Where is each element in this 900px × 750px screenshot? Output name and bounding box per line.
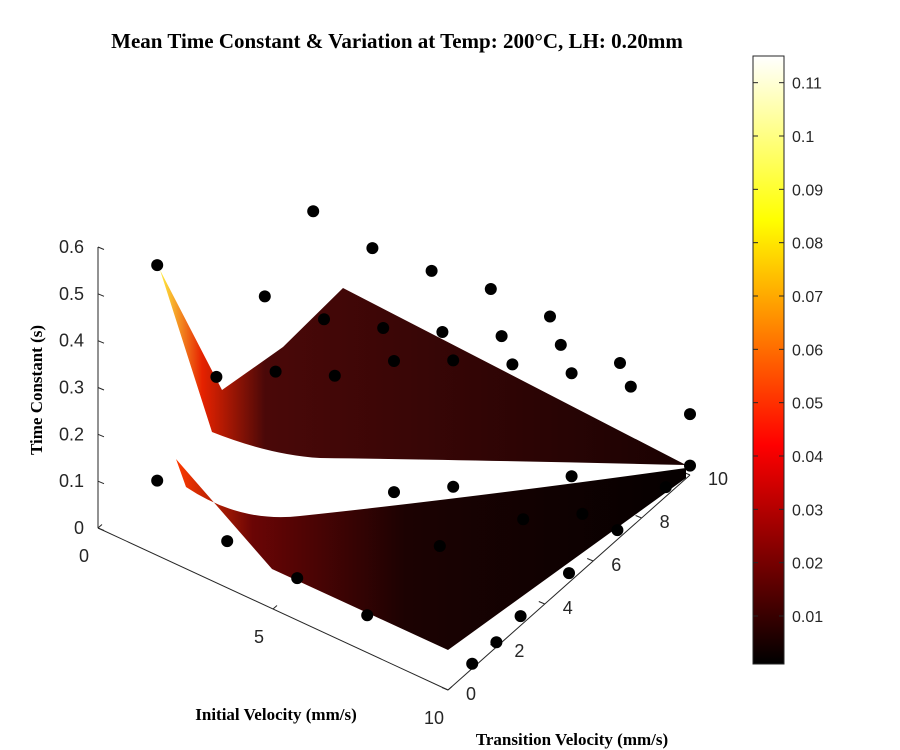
variation-point xyxy=(490,636,503,649)
variation-point xyxy=(576,507,589,520)
y-axis-line xyxy=(447,474,691,691)
x-tick-mark xyxy=(97,524,103,529)
variation-surface xyxy=(176,459,686,650)
mean-surface xyxy=(160,270,686,465)
y-tick-label: 8 xyxy=(660,512,670,532)
variation-point xyxy=(514,610,527,623)
z-tick-mark xyxy=(97,246,105,250)
variation-point xyxy=(361,609,374,622)
y-tick-mark xyxy=(635,515,642,519)
colorbar-tick-label: 0.03 xyxy=(792,502,823,519)
z-tick-mark xyxy=(97,480,105,485)
mean-point xyxy=(318,313,330,326)
x-tick-mark xyxy=(272,605,278,610)
chart-title: Mean Time Constant & Variation at Temp: … xyxy=(111,29,683,53)
z-tick-mark xyxy=(97,340,105,344)
colorbar-tick-label: 0.05 xyxy=(792,396,823,413)
variation-point xyxy=(611,524,624,537)
mean-point xyxy=(388,355,400,367)
mean-point xyxy=(366,242,379,255)
colorbar-tick-label: 0.04 xyxy=(792,449,823,466)
mean-point xyxy=(258,290,271,303)
variation-point xyxy=(684,459,696,472)
mean-point xyxy=(377,322,390,334)
mean-point xyxy=(307,205,320,218)
variation-point xyxy=(659,481,672,494)
variation-point xyxy=(466,657,479,670)
colorbar-ticks: 0.01 0.02 0.03 0.04 0.05 0.06 0.07 0.08 0.09 0.1 0… xyxy=(753,76,823,626)
z-tick-label: 0.4 xyxy=(59,331,84,351)
z-tick-mark xyxy=(97,293,105,297)
mean-point xyxy=(447,354,460,367)
variation-point xyxy=(517,513,530,526)
colorbar-tick-label: 0.07 xyxy=(792,289,823,306)
mean-point xyxy=(495,330,508,343)
y-tick-label: 6 xyxy=(611,555,621,575)
mean-point xyxy=(484,283,497,295)
variation-point xyxy=(433,540,446,552)
y-tick-label: 0 xyxy=(466,684,476,704)
variation-point xyxy=(291,572,304,585)
z-tick-mark xyxy=(97,387,105,391)
x-tick-label: 10 xyxy=(424,708,444,728)
colorbar-tick-label: 0.01 xyxy=(792,609,823,626)
y-tick-label: 4 xyxy=(563,598,573,618)
data-markers xyxy=(151,205,696,670)
mean-point xyxy=(436,326,449,338)
colorbar-tick-label: 0.02 xyxy=(792,556,823,573)
y-tick-mark xyxy=(538,601,545,605)
x-tick-label: 5 xyxy=(254,627,264,647)
z-tick-label: 0.6 xyxy=(59,237,84,257)
z-axis-label: Time Constant (s) xyxy=(27,325,46,455)
mean-point xyxy=(554,338,567,351)
colorbar-tick-label: 0.09 xyxy=(792,182,823,199)
mean-point xyxy=(614,357,626,369)
z-tick-label: 0.3 xyxy=(59,378,84,398)
colorbar-tick-label: 0.1 xyxy=(792,129,814,146)
variation-point xyxy=(388,486,400,499)
z-tick-mark xyxy=(97,433,105,438)
y-tick-label: 2 xyxy=(514,641,524,661)
colorbar-tick-label: 0.08 xyxy=(792,236,823,253)
y-tick-mark xyxy=(441,687,449,691)
mean-point xyxy=(565,367,578,380)
z-tick-mark xyxy=(97,527,105,531)
variation-point xyxy=(151,474,164,487)
z-tick-label: 0.1 xyxy=(59,471,84,491)
mean-point xyxy=(544,310,556,323)
mean-point xyxy=(624,380,637,393)
variation-point xyxy=(447,480,460,493)
y-tick-mark xyxy=(587,558,594,562)
colorbar: 0.01 0.02 0.03 0.04 0.05 0.06 0.07 0.08 0.09 0.1 0… xyxy=(752,55,823,665)
z-ticks: 0 0.1 0.2 0.3 0.4 0.5 0.6 xyxy=(59,237,105,538)
colorbar-gradient xyxy=(752,55,785,665)
y-tick-label: 10 xyxy=(708,469,728,489)
y-axis-label: Transition Velocity (mm/s) xyxy=(476,730,668,749)
x-tick-mark xyxy=(447,686,453,691)
colorbar-tick-label: 0.06 xyxy=(792,342,823,359)
z-tick-label: 0 xyxy=(74,518,84,538)
colorbar-tick-label: 0.11 xyxy=(792,76,822,93)
mean-point xyxy=(684,408,696,421)
mean-point xyxy=(506,358,519,371)
mean-point xyxy=(210,370,223,383)
mean-point xyxy=(425,264,438,277)
x-ticks: 0 5 10 xyxy=(79,524,453,728)
x-tick-label: 0 xyxy=(79,546,89,566)
mean-point xyxy=(151,259,164,272)
x-axis-label: Initial Velocity (mm/s) xyxy=(195,705,357,724)
surfaces xyxy=(160,270,686,650)
mean-point xyxy=(328,369,341,382)
variation-point xyxy=(221,535,234,548)
z-tick-label: 0.2 xyxy=(59,424,84,444)
y-ticks: 0 2 4 6 8 10 xyxy=(441,469,728,704)
mean-point xyxy=(269,365,282,378)
variation-point xyxy=(563,567,575,580)
z-tick-label: 0.5 xyxy=(59,284,84,304)
variation-point xyxy=(565,470,578,483)
